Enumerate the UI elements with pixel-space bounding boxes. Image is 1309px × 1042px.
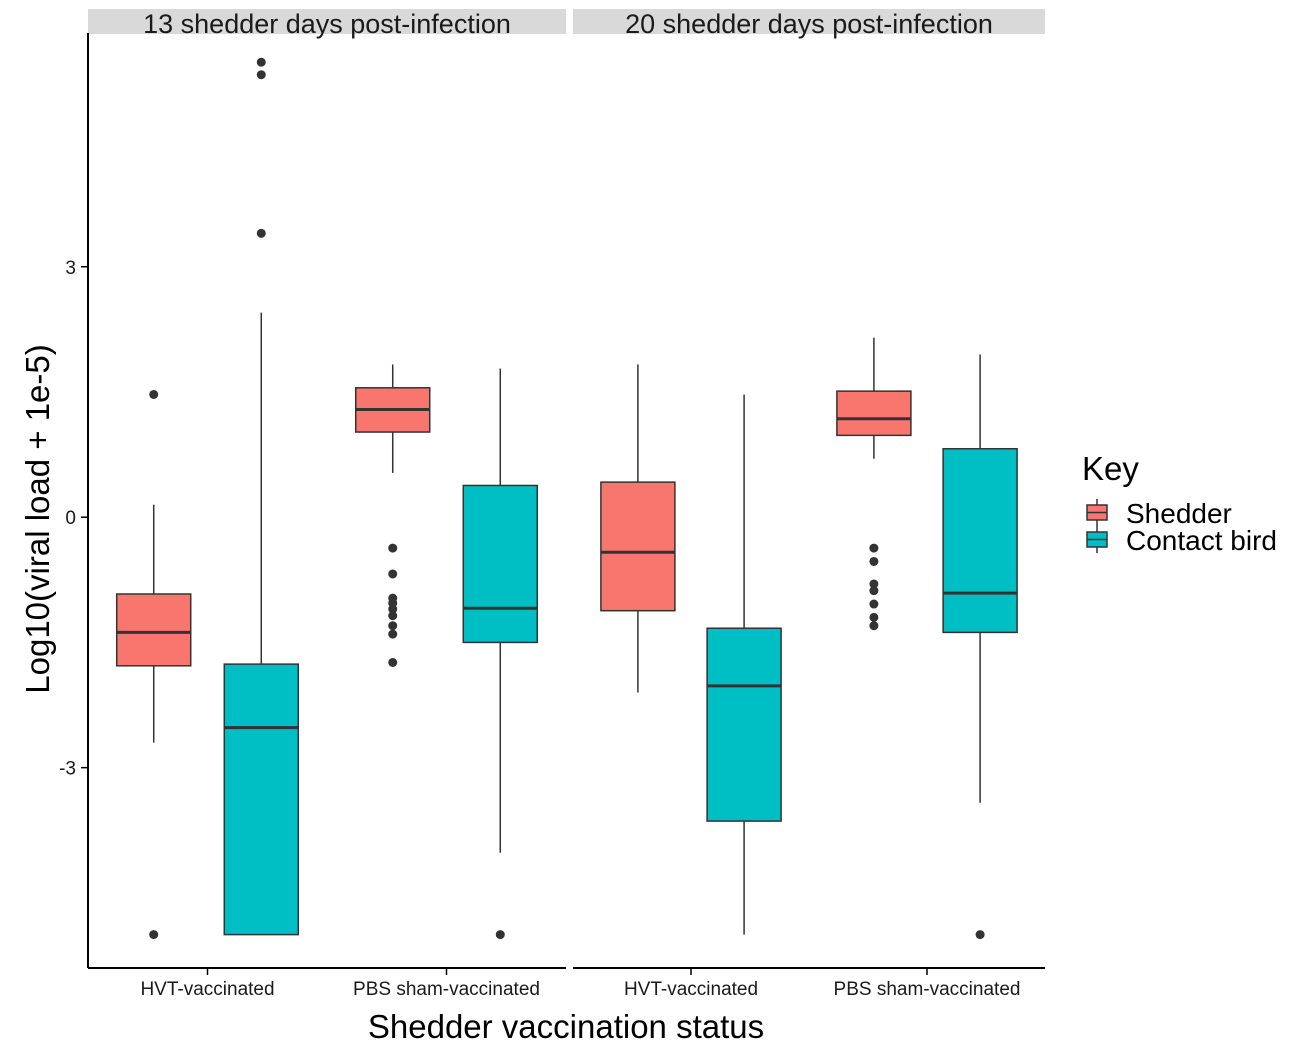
legend: Key Shedder Contact bird: [1082, 450, 1277, 556]
outlier-point: [869, 543, 879, 553]
box-body: [706, 627, 782, 822]
box-shedder: [115, 389, 192, 940]
panel-1: 13 shedder days post-infection HVT-vaccin…: [88, 9, 566, 1000]
box-body: [836, 390, 912, 437]
y-axis-title: Log10(viral load + 1e-5): [19, 344, 56, 693]
x-tick-label: HVT-vaccinated: [624, 979, 758, 1000]
box-body: [115, 593, 192, 667]
outlier-point: [149, 389, 159, 399]
outlier-point: [388, 569, 398, 579]
y-tick-label: 0: [65, 508, 76, 529]
box-body: [223, 663, 300, 936]
plot-panels: 13 shedder days post-infection HVT-vaccin…: [88, 9, 1045, 1000]
y-ticks: 3 0 -3: [59, 258, 88, 780]
box-body: [462, 484, 539, 644]
outlier-point: [388, 611, 398, 621]
x-tick-label: PBS sham-vaccinated: [353, 979, 540, 1000]
panel-title: 13 shedder days post-infection: [143, 9, 511, 39]
y-axis: 3 0 -3: [59, 33, 89, 968]
outlier-point: [869, 556, 879, 566]
box-contact-bird: [942, 354, 1018, 940]
y-tick-label: -3: [59, 759, 76, 780]
outlier-point: [388, 629, 398, 639]
panel-2: 20 shedder days post-infection HVT-vaccin…: [573, 9, 1045, 1000]
panel-strip: [88, 9, 566, 34]
box-contact-bird: [223, 57, 300, 936]
legend-title: Key: [1082, 450, 1139, 487]
panel-title: 20 shedder days post-infection: [625, 9, 993, 39]
box-shedder: [836, 337, 912, 631]
outlier-point: [388, 604, 398, 614]
outlier-point: [256, 57, 266, 67]
box-contact-bird: [706, 394, 782, 935]
box-body: [942, 447, 1018, 634]
outlier-point: [495, 930, 505, 940]
outlier-point: [388, 657, 398, 667]
x-tick-label: HVT-vaccinated: [140, 979, 274, 1000]
outlier-point: [869, 586, 879, 596]
legend-label-contact-bird: Contact bird: [1126, 525, 1277, 556]
outlier-point: [256, 70, 266, 80]
outlier-point: [149, 930, 159, 940]
legend-entry-contact-bird: Contact bird: [1086, 525, 1277, 556]
outlier-point: [869, 599, 879, 609]
x-axis-title: Shedder vaccination status: [368, 1008, 764, 1042]
panel-strip: [573, 9, 1045, 34]
box-contact-bird: [462, 368, 539, 940]
y-tick-label: 3: [65, 258, 76, 279]
legend-label-shedder: Shedder: [1126, 498, 1232, 529]
outlier-point: [388, 621, 398, 631]
outlier-point: [869, 579, 879, 589]
outlier-point: [256, 228, 266, 238]
box-shedder: [600, 364, 676, 693]
legend-entry-shedder: Shedder: [1086, 498, 1232, 529]
box-shedder: [354, 364, 431, 667]
x-tick-label: PBS sham-vaccinated: [834, 979, 1021, 1000]
outlier-point: [388, 543, 398, 553]
box-body: [600, 481, 676, 612]
outlier-point: [975, 930, 985, 940]
outlier-point: [869, 621, 879, 631]
outlier-point: [869, 612, 879, 622]
